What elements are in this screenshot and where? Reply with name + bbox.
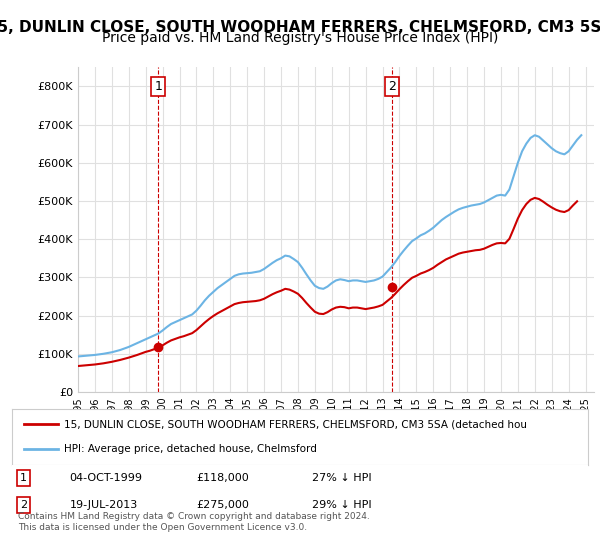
Text: Price paid vs. HM Land Registry's House Price Index (HPI): Price paid vs. HM Land Registry's House … xyxy=(102,31,498,45)
Text: 15, DUNLIN CLOSE, SOUTH WOODHAM FERRERS, CHELMSFORD, CM3 5SA: 15, DUNLIN CLOSE, SOUTH WOODHAM FERRERS,… xyxy=(0,20,600,35)
Text: 1: 1 xyxy=(154,80,162,93)
Text: 19-JUL-2013: 19-JUL-2013 xyxy=(70,500,138,510)
Text: 2: 2 xyxy=(388,80,396,93)
Text: 2: 2 xyxy=(20,500,27,510)
Text: £275,000: £275,000 xyxy=(196,500,249,510)
Text: 1: 1 xyxy=(20,473,27,483)
Text: 15, DUNLIN CLOSE, SOUTH WOODHAM FERRERS, CHELMSFORD, CM3 5SA (detached hou: 15, DUNLIN CLOSE, SOUTH WOODHAM FERRERS,… xyxy=(64,419,527,430)
Text: 04-OCT-1999: 04-OCT-1999 xyxy=(70,473,143,483)
Text: 29% ↓ HPI: 29% ↓ HPI xyxy=(311,500,371,510)
Text: HPI: Average price, detached house, Chelmsford: HPI: Average price, detached house, Chel… xyxy=(64,444,317,454)
Text: 27% ↓ HPI: 27% ↓ HPI xyxy=(311,473,371,483)
Text: Contains HM Land Registry data © Crown copyright and database right 2024.
This d: Contains HM Land Registry data © Crown c… xyxy=(18,512,370,532)
Text: £118,000: £118,000 xyxy=(196,473,249,483)
